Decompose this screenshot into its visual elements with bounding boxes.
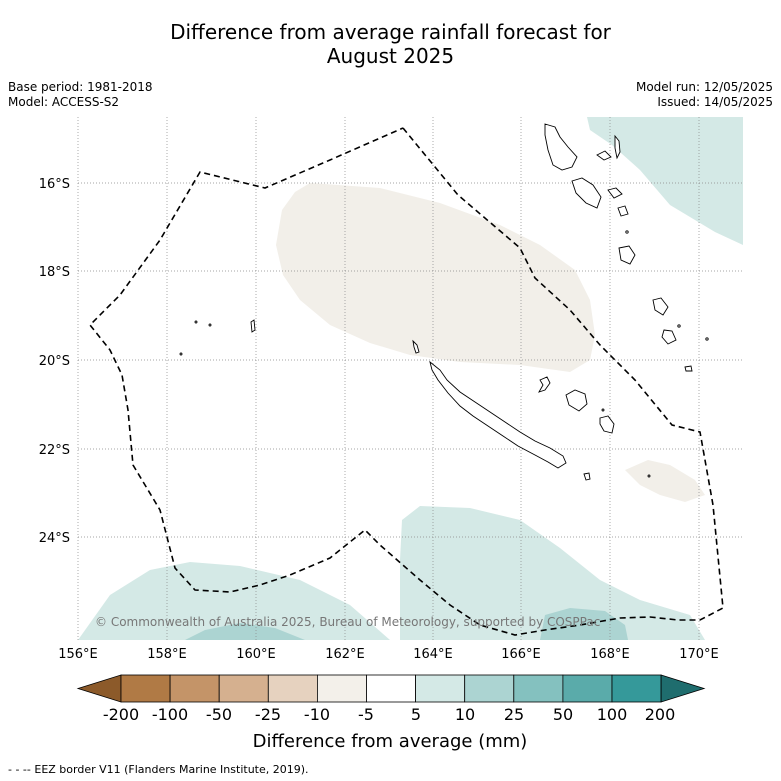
- wet-anomaly-region-southwest: [78, 562, 390, 640]
- graticule: [77, 117, 743, 640]
- wet-anomaly-region-northeast: [587, 117, 743, 245]
- colorbar-bin: [316, 674, 367, 703]
- hunter-islet: [705, 337, 709, 341]
- colorbar-tick: 50: [553, 705, 573, 724]
- aneityum-island: [661, 329, 677, 345]
- colorbar: [76, 674, 706, 703]
- colorbar-tick-labels: -200 -100 -50 -25 -10 -5 5 10 25 50 100 …: [103, 705, 675, 724]
- erromango-island: [618, 245, 636, 265]
- colorbar-bin: [415, 674, 466, 703]
- loyalty-islet: [601, 408, 605, 412]
- lon-label-168e: 168°E: [590, 647, 630, 662]
- title-line-2: August 2025: [326, 44, 455, 68]
- espiritu-santo-island: [544, 123, 578, 171]
- chesterfield-islet: [250, 319, 256, 333]
- colorbar-bin: [218, 674, 269, 703]
- colorbar-tick: -200: [103, 705, 139, 724]
- colorbar-label: Difference from average (mm): [253, 731, 528, 752]
- bellona-reef-islet: [179, 352, 183, 356]
- dry-anomaly-region-east: [625, 460, 705, 502]
- futuna-island: [677, 324, 681, 328]
- model-run: Model run: 12/05/2025: [635, 80, 773, 94]
- dry-anomaly-region-north: [276, 183, 595, 372]
- meta-left: Base period: 1981-2018 Model: ACCESS-S2: [8, 80, 153, 110]
- wet-anomaly-medium-southwest: [185, 623, 305, 640]
- colorbar-bin: [464, 674, 515, 703]
- colorbar-tick: -50: [206, 705, 232, 724]
- anomaly-shading: [78, 117, 743, 640]
- walpole-islet: [647, 474, 651, 478]
- lon-label-160e: 160°E: [236, 647, 276, 662]
- lon-label-162e: 162°E: [325, 647, 365, 662]
- ambae-island: [596, 150, 612, 161]
- eez-border: [88, 127, 724, 636]
- colorbar-tick: 10: [455, 705, 475, 724]
- lon-label-158e: 158°E: [147, 647, 187, 662]
- colorbar-extend-low: [76, 674, 122, 703]
- wet-anomaly-region-south: [400, 506, 705, 640]
- colorbar-tick: -100: [152, 705, 188, 724]
- colorbar-tick: 100: [597, 705, 628, 724]
- ouvea-island: [538, 376, 551, 393]
- colorbar-tick: -10: [304, 705, 330, 724]
- new-caledonia-island: [429, 360, 567, 469]
- colorbar-bin: [120, 674, 171, 703]
- latitude-labels: 16°S 18°S 20°S 22°S 24°S: [39, 177, 70, 546]
- lat-label-18s: 18°S: [39, 265, 70, 280]
- lon-label-170e: 170°E: [679, 647, 719, 662]
- isle-of-pines: [583, 472, 591, 481]
- colorbar-extend-high: [660, 674, 706, 703]
- malekula-island: [571, 177, 602, 209]
- colorbar-tick: -5: [358, 705, 374, 724]
- colorbar-bin: [169, 674, 220, 703]
- chesterfield-islet-small-2: [208, 323, 212, 327]
- lat-label-20s: 20°S: [39, 354, 70, 369]
- map-title: Difference from average rainfall forecas…: [0, 20, 781, 68]
- copyright-notice: © Commonwealth of Australia 2025, Bureau…: [95, 615, 600, 629]
- lon-label-156e: 156°E: [58, 647, 98, 662]
- longitude-labels: 156°E 158°E 160°E 162°E 164°E 166°E 168°…: [58, 647, 719, 662]
- lifou-island: [565, 389, 588, 412]
- lon-label-166e: 166°E: [501, 647, 541, 662]
- model-name: Model: ACCESS-S2: [8, 95, 120, 109]
- colorbar-bin: [366, 674, 416, 703]
- colorbar-bin: [513, 674, 564, 703]
- eez-footnote: - - -- EEZ border V11 (Flanders Marine I…: [8, 763, 309, 776]
- matthew-island: [684, 365, 693, 372]
- mare-island: [599, 415, 615, 434]
- colorbar-tick: 25: [504, 705, 524, 724]
- colorbar-bin: [562, 674, 613, 703]
- efate-island: [617, 205, 629, 217]
- epi-island: [607, 187, 623, 199]
- lat-label-24s: 24°S: [39, 531, 70, 546]
- base-period: Base period: 1981-2018: [8, 80, 153, 94]
- tanna-island: [652, 297, 669, 316]
- lat-label-16s: 16°S: [39, 177, 70, 192]
- colorbar-tick: -25: [255, 705, 281, 724]
- issued-date: Issued: 14/05/2025: [657, 95, 773, 109]
- lat-label-22s: 22°S: [39, 443, 70, 458]
- pentecost-island: [614, 134, 621, 160]
- vanuatu-islet: [625, 230, 629, 234]
- chesterfield-islet-small: [194, 320, 198, 324]
- landmasses: [179, 123, 709, 481]
- colorbar-tick: 5: [411, 705, 421, 724]
- lon-label-164e: 164°E: [413, 647, 453, 662]
- belep-island: [412, 339, 420, 354]
- colorbar-bin: [267, 674, 318, 703]
- colorbar-tick: 200: [645, 705, 676, 724]
- colorbar-bin: [611, 674, 662, 703]
- title-line-1: Difference from average rainfall forecas…: [170, 20, 611, 44]
- meta-right: Model run: 12/05/2025 Issued: 14/05/2025: [636, 80, 773, 110]
